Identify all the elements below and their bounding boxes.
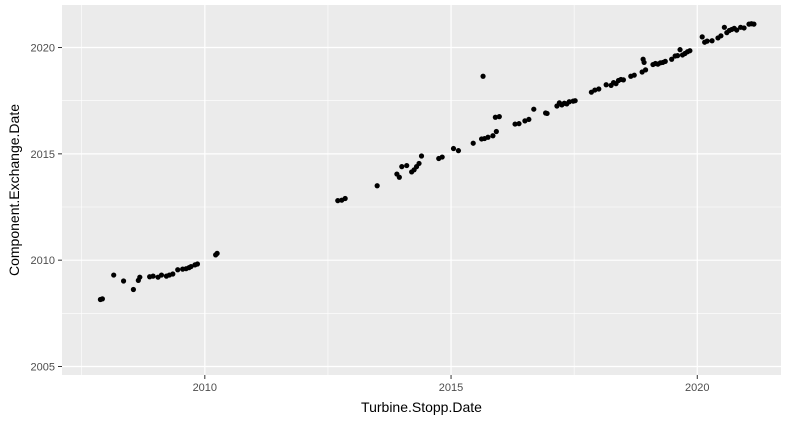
scatter-point <box>704 38 710 44</box>
scatter-point <box>596 86 602 92</box>
scatter-point <box>687 48 693 54</box>
scatter-point <box>544 110 550 117</box>
scatter-point <box>669 56 675 62</box>
scatter-point <box>751 21 757 27</box>
scatter-point <box>130 286 137 293</box>
scatter-point <box>399 164 405 170</box>
scatter-point <box>674 53 681 59</box>
scatter-point <box>450 145 457 152</box>
scatter-point <box>404 162 410 169</box>
scatter-point <box>374 183 380 189</box>
scatter-point <box>418 153 425 159</box>
scatter-point <box>620 77 627 83</box>
scatter-point <box>741 25 747 31</box>
scatter-point <box>439 154 445 160</box>
scatter-point <box>137 274 143 280</box>
x-tick-label: 2020 <box>685 382 709 394</box>
scatter-point <box>516 121 522 127</box>
scatter-point <box>194 261 201 267</box>
scatter-point <box>158 272 165 278</box>
scatter-point <box>572 98 578 104</box>
scatter-point <box>490 133 496 139</box>
scatter-point <box>526 116 532 123</box>
scatter-point <box>493 128 499 135</box>
data-points <box>97 21 757 303</box>
scatter-point <box>566 99 572 105</box>
scatter-point <box>485 134 491 140</box>
x-axis: 2010 2015 2020 <box>193 375 710 394</box>
minor-gridlines <box>62 5 781 375</box>
scatter-point <box>396 174 402 180</box>
scatter-point <box>631 72 637 78</box>
x-axis-title: Turbine.Stopp.Date <box>361 399 482 415</box>
y-axis: 2005 2010 2015 2020 <box>31 43 62 373</box>
y-tick-label: 2020 <box>31 43 55 55</box>
scatter-point <box>603 82 609 88</box>
y-tick-label: 2010 <box>31 255 55 267</box>
y-tick-label: 2015 <box>31 149 55 161</box>
scatter-point <box>175 267 181 273</box>
scatter-point <box>99 296 105 302</box>
scatter-point <box>699 34 705 40</box>
scatter-point <box>721 24 727 30</box>
y-axis-title: Component.Exchange.Date <box>6 104 22 276</box>
x-tick-label: 2015 <box>439 382 463 394</box>
scatter-point <box>170 271 176 277</box>
scatter-point <box>480 73 486 79</box>
scatter-point <box>734 27 740 33</box>
scatter-point <box>214 250 220 256</box>
scatter-point <box>150 273 156 279</box>
scatter-point <box>677 47 683 53</box>
scatter-point <box>522 118 528 124</box>
y-tick-label: 2005 <box>31 361 55 373</box>
scatter-point <box>416 160 422 167</box>
major-gridlines <box>62 5 781 375</box>
scatter-point <box>662 58 668 64</box>
scatter-point <box>492 114 498 120</box>
scatter-point <box>641 59 647 66</box>
scatter-point <box>592 87 598 93</box>
scatter-point <box>188 263 194 270</box>
scatter-point <box>455 148 462 154</box>
scatter-point <box>470 140 476 146</box>
scatter-point <box>342 195 348 202</box>
scatter-point <box>496 114 502 120</box>
scatter-point <box>718 33 724 39</box>
scatter-point <box>642 67 649 73</box>
scatter-point <box>111 272 117 278</box>
scatter-point <box>709 38 715 44</box>
scatter-point <box>120 278 127 284</box>
scatter-point <box>512 121 518 127</box>
scatter-point <box>531 106 537 112</box>
scatter-point <box>335 198 341 204</box>
x-tick-label: 2010 <box>193 382 217 394</box>
